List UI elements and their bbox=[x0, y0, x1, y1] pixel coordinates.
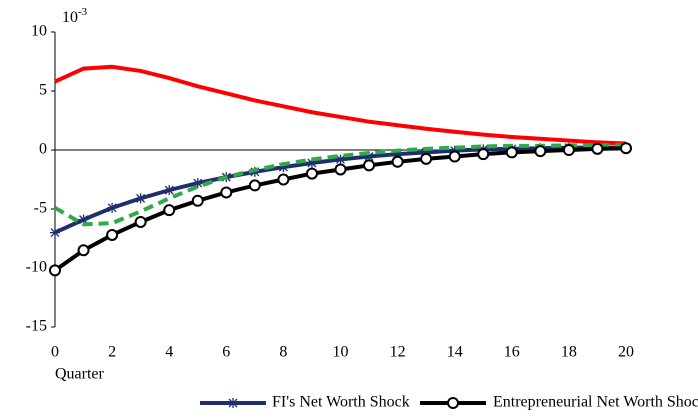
point-marker bbox=[591, 142, 604, 155]
x-tick-label: 2 bbox=[108, 344, 116, 361]
point-marker bbox=[278, 162, 289, 173]
point-marker bbox=[335, 154, 346, 165]
point-marker bbox=[363, 159, 376, 172]
point-marker bbox=[135, 193, 146, 204]
point-marker bbox=[134, 215, 147, 228]
legend-marker bbox=[447, 397, 459, 409]
point-marker bbox=[78, 214, 89, 225]
point-marker bbox=[277, 173, 290, 186]
x-tick-label: 6 bbox=[222, 344, 230, 361]
x-tick-label: 14 bbox=[447, 344, 463, 361]
point-marker bbox=[305, 167, 318, 180]
point-marker bbox=[505, 146, 518, 159]
scale-label: 10-3 bbox=[62, 6, 88, 26]
point-marker bbox=[49, 264, 61, 277]
x-tick-label: 10 bbox=[333, 344, 349, 361]
point-marker bbox=[77, 244, 90, 257]
scale-exponent: -3 bbox=[78, 6, 88, 18]
x-axis-label: Quarter bbox=[55, 366, 105, 383]
point-marker bbox=[364, 151, 375, 162]
x-tick-label: 16 bbox=[504, 344, 520, 361]
x-tick-label: 18 bbox=[561, 344, 577, 361]
y-tick-label: -10 bbox=[26, 259, 47, 276]
point-marker bbox=[391, 155, 404, 168]
point-marker bbox=[164, 185, 175, 196]
point-marker bbox=[220, 186, 233, 199]
point-marker bbox=[421, 147, 432, 158]
point-marker bbox=[448, 150, 461, 163]
y-tick-label: -5 bbox=[34, 200, 47, 217]
legend-marker bbox=[228, 398, 238, 408]
x-tick-label: 4 bbox=[165, 344, 173, 361]
series-line bbox=[53, 143, 626, 227]
point-marker bbox=[334, 163, 347, 176]
x-tick-label: 12 bbox=[390, 344, 406, 361]
x-tick-label: 0 bbox=[51, 344, 59, 361]
y-tick-label: 0 bbox=[39, 141, 47, 158]
x-tick-label: 20 bbox=[618, 344, 634, 361]
point-marker bbox=[107, 202, 118, 213]
legend-label: Entrepreneurial Net Worth Shock bbox=[493, 394, 698, 411]
series-line bbox=[54, 64, 627, 146]
point-marker bbox=[420, 152, 433, 165]
point-marker bbox=[106, 228, 119, 241]
point-marker bbox=[620, 142, 632, 155]
point-marker bbox=[248, 179, 261, 192]
point-marker bbox=[306, 157, 317, 168]
point-marker bbox=[562, 144, 575, 156]
point-marker bbox=[50, 227, 60, 238]
point-marker bbox=[191, 194, 204, 207]
y-tick-label: -15 bbox=[26, 318, 47, 335]
legend-label: FI's Net Worth Shock bbox=[272, 394, 410, 411]
point-marker bbox=[192, 178, 203, 189]
point-marker bbox=[163, 204, 176, 217]
scale-base: 10 bbox=[62, 9, 78, 26]
x-tick-label: 8 bbox=[279, 344, 287, 361]
point-marker bbox=[477, 148, 490, 161]
point-marker bbox=[392, 149, 403, 160]
point-marker bbox=[534, 145, 547, 158]
y-tick-label: 10 bbox=[31, 23, 47, 40]
y-tick-label: 5 bbox=[39, 82, 47, 99]
